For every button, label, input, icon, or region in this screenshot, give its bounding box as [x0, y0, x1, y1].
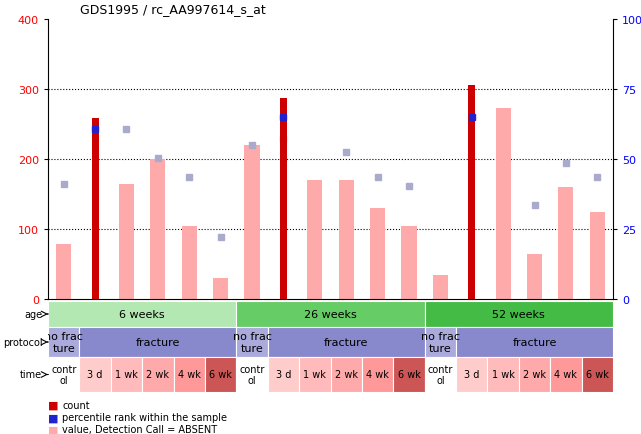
Bar — [550, 357, 581, 392]
Bar — [151, 160, 165, 299]
Text: protocol: protocol — [3, 337, 42, 347]
Text: 1 wk: 1 wk — [303, 370, 326, 380]
Bar — [299, 357, 331, 392]
Bar — [469, 86, 475, 299]
Bar — [237, 301, 425, 327]
Text: ■: ■ — [48, 424, 58, 434]
Bar — [456, 327, 613, 357]
Bar — [79, 327, 237, 357]
Bar — [268, 357, 299, 392]
Text: 26 weeks: 26 weeks — [304, 309, 357, 319]
Bar — [401, 226, 417, 299]
Text: contr
ol: contr ol — [51, 364, 76, 385]
Bar — [237, 327, 268, 357]
Text: percentile rank within the sample: percentile rank within the sample — [62, 412, 227, 422]
Bar — [425, 301, 613, 327]
Bar — [205, 357, 237, 392]
Bar — [558, 187, 574, 299]
Text: 2 wk: 2 wk — [146, 370, 169, 380]
Bar — [487, 357, 519, 392]
Bar — [519, 357, 550, 392]
Text: ■: ■ — [48, 412, 58, 422]
Text: no frac
ture: no frac ture — [44, 332, 83, 353]
Text: fracture: fracture — [136, 337, 180, 347]
Bar — [370, 208, 385, 299]
Text: 6 wk: 6 wk — [586, 370, 609, 380]
Text: no frac
ture: no frac ture — [233, 332, 272, 353]
Bar — [181, 226, 197, 299]
Bar — [111, 357, 142, 392]
Text: count: count — [62, 400, 90, 410]
Bar — [590, 212, 605, 299]
Bar — [48, 327, 79, 357]
Bar — [495, 108, 511, 299]
Text: 52 weeks: 52 weeks — [492, 309, 545, 319]
Bar — [92, 119, 99, 299]
Bar — [213, 278, 228, 299]
Bar — [338, 181, 354, 299]
Text: contr
ol: contr ol — [428, 364, 453, 385]
Text: value, Detection Call = ABSENT: value, Detection Call = ABSENT — [62, 424, 217, 434]
Bar — [307, 181, 322, 299]
Bar — [79, 357, 111, 392]
Text: GDS1995 / rc_AA997614_s_at: GDS1995 / rc_AA997614_s_at — [80, 3, 266, 16]
Text: 3 d: 3 d — [464, 370, 479, 380]
Bar — [142, 357, 174, 392]
Text: ■: ■ — [48, 400, 58, 410]
Bar — [56, 245, 71, 299]
Bar — [394, 357, 425, 392]
Text: contr
ol: contr ol — [239, 364, 265, 385]
Bar — [48, 301, 237, 327]
Bar — [362, 357, 394, 392]
Bar — [331, 357, 362, 392]
Text: 2 wk: 2 wk — [523, 370, 546, 380]
Bar — [237, 357, 268, 392]
Text: fracture: fracture — [324, 337, 369, 347]
Bar — [425, 357, 456, 392]
Bar — [174, 357, 205, 392]
Bar — [456, 357, 487, 392]
Text: 3 d: 3 d — [87, 370, 103, 380]
Text: 6 wk: 6 wk — [209, 370, 232, 380]
Bar — [425, 327, 456, 357]
Bar — [581, 357, 613, 392]
Text: 2 wk: 2 wk — [335, 370, 358, 380]
Text: no frac
ture: no frac ture — [421, 332, 460, 353]
Text: 3 d: 3 d — [276, 370, 291, 380]
Bar — [268, 327, 425, 357]
Bar — [280, 99, 287, 299]
Text: 6 weeks: 6 weeks — [119, 309, 165, 319]
Text: 4 wk: 4 wk — [554, 370, 578, 380]
Text: 1 wk: 1 wk — [492, 370, 515, 380]
Bar — [433, 275, 448, 299]
Text: 1 wk: 1 wk — [115, 370, 138, 380]
Text: 6 wk: 6 wk — [397, 370, 420, 380]
Text: 4 wk: 4 wk — [178, 370, 201, 380]
Text: 4 wk: 4 wk — [366, 370, 389, 380]
Text: age: age — [24, 309, 42, 319]
Bar — [244, 146, 260, 299]
Text: time: time — [21, 370, 42, 380]
Bar — [48, 357, 79, 392]
Text: fracture: fracture — [512, 337, 557, 347]
Bar — [527, 254, 542, 299]
Bar — [119, 184, 134, 299]
